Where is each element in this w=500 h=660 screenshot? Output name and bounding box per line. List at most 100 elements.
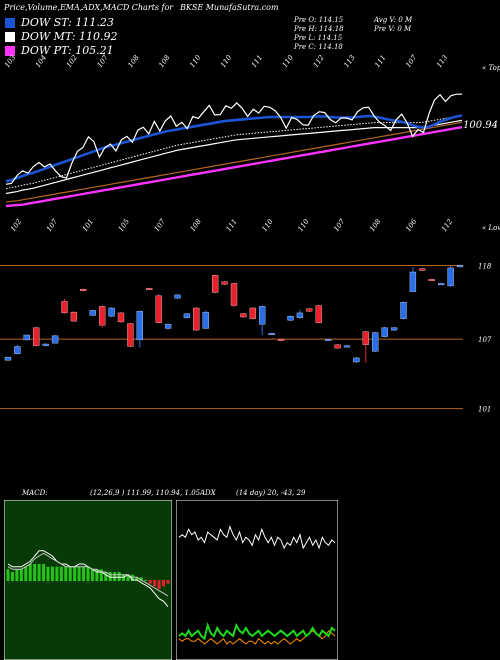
bottom-tick-label: 107 (153, 217, 168, 233)
chart-title: Price,Volume,EMA,ADX,MACD Charts for (4, 3, 174, 12)
candle-body (268, 333, 275, 336)
candle-body (117, 312, 125, 323)
macd-histogram-bar (10, 572, 14, 581)
macd-histogram-bar (15, 569, 19, 581)
bottom-tick-label: 108 (189, 217, 204, 233)
candle-body (447, 267, 454, 287)
top-tick-label: 110 (219, 53, 234, 69)
candle-body (456, 265, 464, 268)
candle-body (230, 283, 238, 306)
candle-body (4, 356, 12, 361)
candle-body (296, 312, 304, 318)
candle-body (70, 311, 78, 322)
macd-histogram-bar (77, 566, 81, 581)
candle-body (221, 281, 228, 285)
bottom-tick-label: 107 (332, 217, 347, 233)
lows-label: « Lows (482, 224, 500, 232)
level-label: 107 (478, 336, 492, 344)
signal-line (7, 552, 169, 597)
candle-body (146, 288, 153, 291)
symbol-site-label: BKSE MunafaSutra.com (180, 3, 279, 12)
prev-close: Pre C: 114.18 (294, 43, 343, 51)
candle-body (202, 311, 209, 329)
macd-histogram-bar (144, 580, 148, 581)
prev-high: Pre H: 114.18 (294, 25, 344, 33)
price-chart: 103 104 102 107 108 108 110 110 111 110 112 113 111 1… (0, 53, 500, 414)
ema_mid-line (5, 119, 463, 195)
legend-dow-st: DOW ST: 111.23 (5, 16, 114, 29)
candle-body (89, 310, 96, 316)
macd-histogram-bar (162, 580, 166, 587)
candle-body (315, 305, 322, 323)
macd-histogram-bar (46, 566, 50, 581)
avg-volume: Avg V: 0 M (374, 16, 413, 24)
candle-body (419, 268, 426, 271)
macd-histogram-bar (130, 574, 134, 581)
plus_di-line (178, 621, 336, 641)
bottom-tick-label: 106 (404, 217, 419, 233)
candle-body (353, 357, 360, 363)
candle-body (249, 307, 256, 319)
ema-mid-dotted-line (5, 114, 463, 189)
candle-body (277, 338, 285, 341)
macd-histogram-bar (104, 572, 108, 581)
top-tick-label: 110 (281, 53, 296, 69)
legend-label-pt: DOW PT: 105.21 (21, 44, 114, 57)
candle-body (381, 327, 388, 337)
macd-panel (4, 500, 172, 660)
candle-body (183, 313, 191, 318)
adx-params: (14 day) 20, -43, 29 (236, 489, 306, 497)
candle-body (287, 316, 294, 321)
legend-label-mt: DOW MT: 110.92 (21, 30, 118, 43)
top-tick-label: 103 (3, 53, 18, 69)
candle-body (372, 332, 379, 352)
macd-histogram-bar (37, 564, 41, 581)
legend-dow-mt: DOW MT: 110.92 (5, 30, 118, 43)
macd-histogram-bar (135, 577, 139, 581)
macd-params: (12,26,9 ) 111.99, 110.94, 1.05 (90, 489, 201, 497)
macd-histogram-bar (73, 566, 77, 581)
adx-line (178, 525, 336, 550)
macd-histogram-bar (148, 580, 152, 584)
macd-histogram-bar (64, 566, 68, 581)
macd-histogram-bar (90, 569, 94, 581)
top-tick-label: 108 (157, 53, 172, 69)
candle-body (51, 335, 59, 344)
macd-histogram-bar (122, 574, 126, 581)
macd-histogram-bar (6, 569, 10, 581)
top-tick-label: 113 (343, 53, 358, 69)
candle-body (334, 344, 341, 349)
macd-histogram-bar (99, 569, 103, 581)
level-label: 101 (478, 406, 491, 414)
level-label: 118 (478, 262, 492, 270)
macd-histogram-bar (157, 580, 161, 589)
candle-body (325, 338, 332, 341)
bottom-tick-label: 101 (81, 218, 95, 234)
macd-histogram-bar (108, 572, 112, 581)
macd-histogram-bar (28, 564, 32, 581)
macd-histogram-bar (126, 574, 130, 581)
legend-swatch-pt (5, 45, 15, 56)
bottom-tick-label: 110 (261, 217, 276, 233)
top-tick-label: 110 (188, 53, 203, 69)
macd-histogram-bar (33, 564, 37, 581)
candle-body (14, 346, 21, 354)
macd-histogram-bar (59, 566, 63, 581)
candle-body (428, 279, 435, 282)
legend-swatch-mt (5, 31, 15, 42)
candle-body (136, 311, 143, 341)
candle-body (42, 343, 49, 346)
candle-body (99, 306, 106, 326)
macd-histogram-bar (153, 580, 157, 587)
candle-body (212, 275, 219, 293)
top-tick-label: 104 (34, 54, 48, 70)
candle-body (362, 331, 369, 345)
macd-histogram-bar (82, 566, 86, 581)
ema_short-line (5, 114, 463, 183)
macd-histogram-bar (19, 569, 23, 581)
macd-histogram-bar (24, 566, 28, 581)
candle-body (390, 327, 398, 331)
legend-label-st: DOW ST: 111.23 (21, 16, 114, 29)
candle-body (409, 271, 417, 292)
adx-background (176, 500, 338, 660)
